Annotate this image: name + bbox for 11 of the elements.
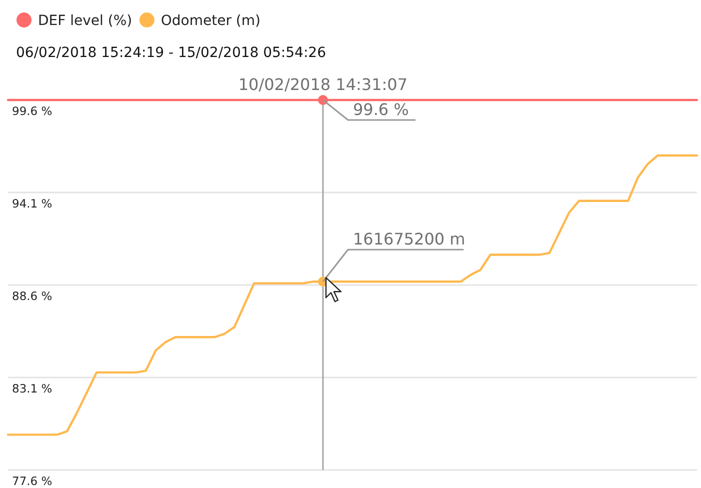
annotation: 161675200 m — [352, 230, 466, 249]
y-tick-label: 94.1 % — [12, 196, 52, 210]
y-tick-label: 83.1 % — [12, 382, 52, 396]
text: 10/02/2018 14:31:07 — [238, 75, 408, 94]
annotation: 99.6 % — [352, 100, 409, 119]
y-tick-label: 77.6 % — [12, 474, 52, 488]
chart-subtitle: 06/02/2018 15:24:19 - 15/02/2018 05:54:26 — [16, 45, 326, 61]
legend-label: Odometer (m) — [160, 13, 260, 29]
y-tick-label: 88.6 % — [12, 289, 52, 303]
legend-label: DEF level (%) — [38, 13, 132, 29]
y-tick-label: 99.6 % — [12, 104, 52, 118]
